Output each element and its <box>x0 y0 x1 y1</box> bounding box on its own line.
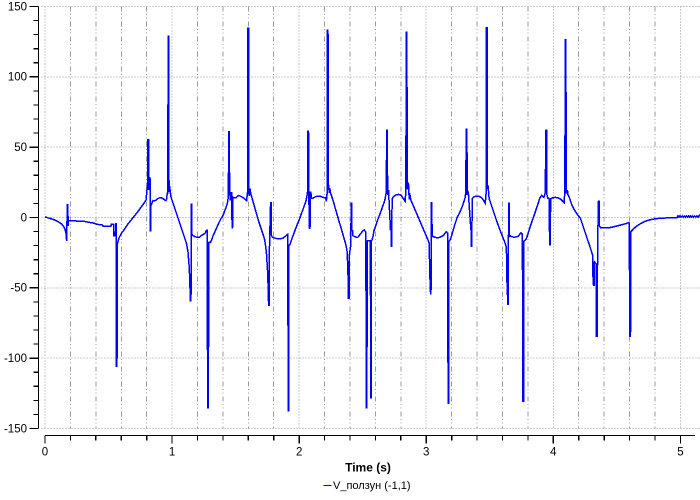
svg-text:2: 2 <box>296 447 302 459</box>
svg-text:3: 3 <box>423 447 429 459</box>
svg-text:150: 150 <box>8 1 27 13</box>
svg-text:Time (s): Time (s) <box>345 461 391 475</box>
svg-text:-150: -150 <box>4 423 27 435</box>
svg-text:V_ползун (-1,1): V_ползун (-1,1) <box>333 480 411 492</box>
svg-text:-50: -50 <box>10 283 27 295</box>
svg-text:-100: -100 <box>4 353 27 365</box>
svg-text:5: 5 <box>677 447 683 459</box>
svg-text:50: 50 <box>14 142 27 154</box>
svg-text:100: 100 <box>8 72 27 84</box>
svg-text:4: 4 <box>550 447 557 459</box>
svg-text:0: 0 <box>42 447 48 459</box>
svg-text:0: 0 <box>21 212 27 224</box>
svg-text:1: 1 <box>169 447 175 459</box>
